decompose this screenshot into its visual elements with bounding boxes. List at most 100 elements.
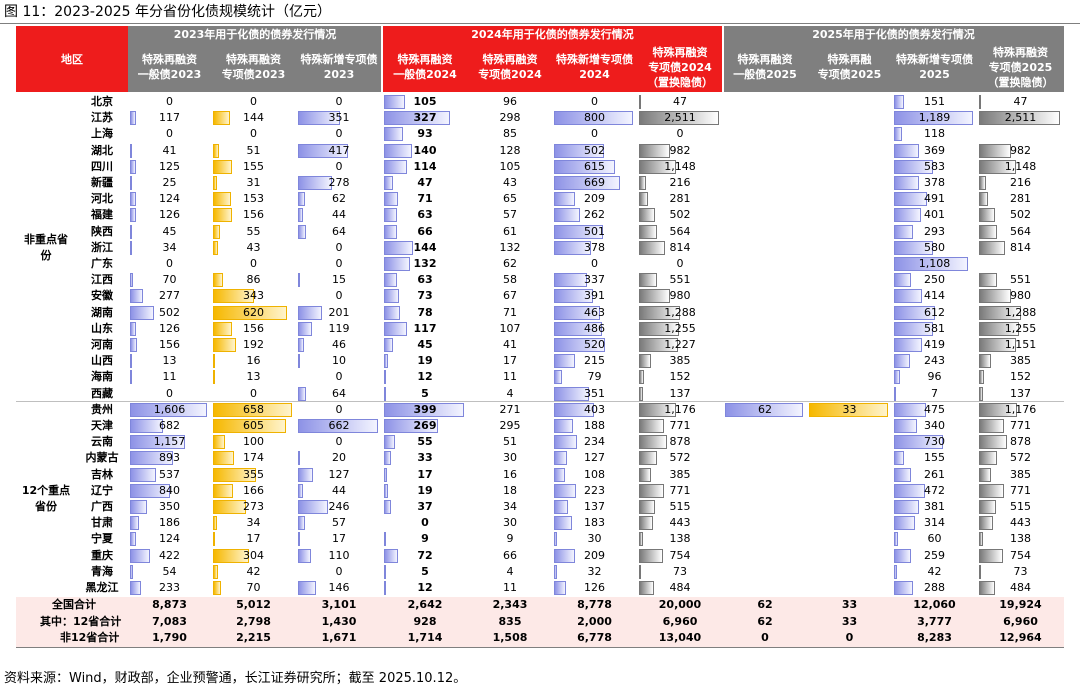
value-bar: [639, 386, 644, 401]
value-bar: [554, 370, 562, 385]
cell-value: 174: [243, 451, 264, 465]
data-cell: 16: [468, 467, 552, 483]
data-cell: 43: [211, 240, 296, 256]
data-cell: 391: [552, 288, 637, 304]
value-bar: [298, 548, 312, 563]
totals-cell: 1,714: [382, 630, 468, 646]
cell-value: 246: [328, 500, 350, 513]
value-bar: [130, 143, 132, 158]
cell-value: 463: [584, 305, 605, 319]
data-cell: 401: [892, 207, 977, 223]
cell-value: 45: [162, 224, 177, 238]
cell-value: 1,108: [918, 257, 951, 270]
data-cell: [723, 191, 807, 207]
province-name: 黑龙江: [85, 581, 119, 594]
data-cell: 1,288: [637, 305, 723, 321]
value-bar: [725, 402, 803, 417]
cell-value: 234: [584, 435, 605, 449]
cell-value: 980: [1010, 289, 1031, 303]
cell-value: 42: [927, 564, 942, 578]
value-bar: [979, 224, 998, 239]
cell-value: 47: [1013, 95, 1028, 108]
data-cell: [723, 224, 807, 240]
value-bar: [894, 386, 896, 401]
data-cell: 1,108: [892, 256, 977, 272]
data-cell: 61: [468, 224, 552, 240]
cell-value: 0: [166, 257, 173, 270]
value-bar: [639, 111, 719, 126]
data-cell: 62: [723, 402, 807, 418]
column-header: 特殊再融资 一般债2023: [128, 42, 211, 92]
value-bar: [298, 467, 314, 482]
value-bar: [894, 208, 921, 223]
cell-value: 771: [669, 483, 691, 497]
value-bar: [384, 289, 399, 304]
value-bar: [130, 516, 139, 531]
cell-value: 125: [159, 159, 180, 173]
data-cell: 66: [382, 224, 468, 240]
province-name: 青海: [91, 564, 113, 578]
data-cell: [723, 126, 807, 142]
row-group-label: 12个重点 省份: [21, 483, 71, 513]
value-bar: [979, 500, 996, 514]
value-bar: [384, 273, 397, 288]
cell-value: [977, 126, 1064, 142]
cell-value: [723, 434, 807, 450]
region-header: 地区: [16, 26, 128, 92]
cell-value: [723, 467, 807, 483]
cell-value: 1,288: [664, 305, 696, 319]
cell-value: [807, 288, 892, 304]
province-name: 北京: [91, 95, 113, 108]
cell-value: 295: [499, 419, 521, 432]
cell-value: 0: [335, 289, 343, 303]
data-cell: 278: [296, 175, 382, 191]
column-header: 特殊再融 专项债2025: [807, 42, 892, 92]
totals-value: 5,012: [236, 598, 271, 612]
data-cell: 63: [382, 272, 468, 288]
totals-cell: 3,101: [296, 597, 382, 613]
cell-value: 44: [332, 483, 346, 497]
cell-value: 250: [924, 273, 945, 287]
cell-value: 343: [243, 289, 264, 303]
cell-value: 152: [669, 370, 691, 384]
data-cell: 443: [977, 515, 1064, 531]
totals-cell: 7,083: [128, 614, 211, 630]
data-cell: [723, 240, 807, 256]
data-cell: 66: [468, 548, 552, 564]
cell-value: [807, 224, 892, 240]
data-cell: [723, 110, 807, 126]
totals-cell: 0: [723, 630, 807, 646]
data-cell: 151: [892, 94, 977, 110]
data-cell: 125: [128, 159, 211, 175]
data-cell: [807, 548, 892, 564]
cell-value: 66: [417, 224, 433, 238]
data-cell: 146: [296, 580, 382, 596]
value-bar: [639, 500, 656, 514]
value-bar: [130, 111, 136, 126]
cell-value: 73: [1013, 564, 1028, 578]
data-cell: 463: [552, 305, 637, 321]
data-cell: [807, 337, 892, 353]
value-bar: [894, 240, 933, 255]
value-bar: [298, 532, 301, 547]
totals-cell: 2,798: [211, 614, 296, 630]
data-cell: 893: [128, 450, 211, 466]
value-bar: [554, 224, 604, 239]
value-bar: [554, 386, 589, 401]
cell-value: [723, 531, 807, 547]
cell-value: 32: [587, 564, 602, 578]
cell-value: 78: [417, 305, 433, 319]
cell-value: 502: [159, 305, 180, 319]
data-cell: [723, 467, 807, 483]
data-cell: 4: [468, 564, 552, 580]
value-bar: [213, 143, 220, 158]
cell-value: 4: [506, 386, 514, 400]
cell-value: 314: [924, 516, 945, 530]
value-bar: [979, 208, 996, 223]
data-cell: 51: [211, 143, 296, 159]
data-cell: 0: [296, 369, 382, 385]
cell-value: [723, 483, 807, 499]
totals-value: 2,343: [492, 598, 528, 612]
cell-value: 51: [246, 143, 261, 157]
value-bar: [894, 467, 912, 482]
